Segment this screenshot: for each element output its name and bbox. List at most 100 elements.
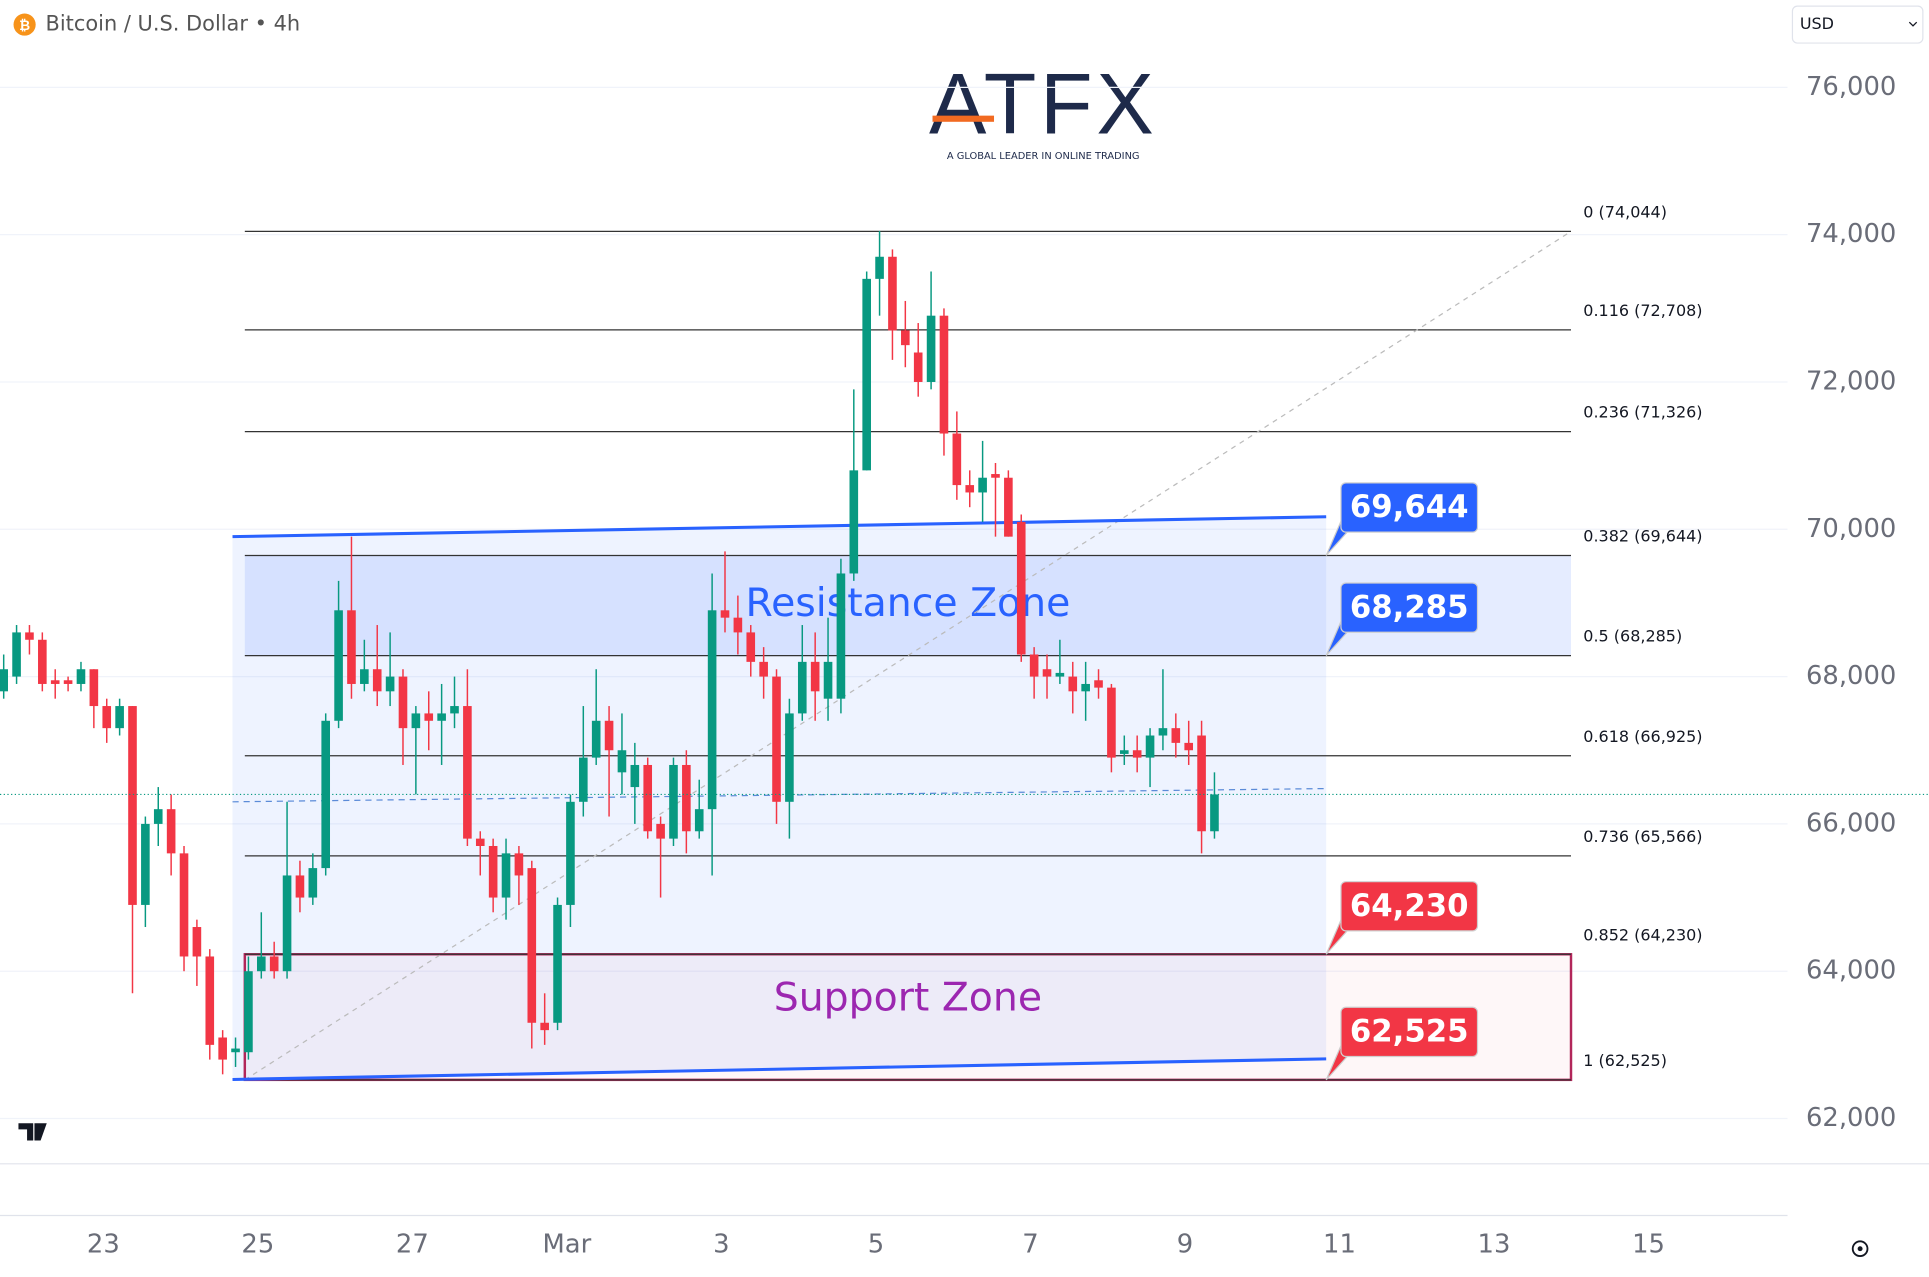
candle-body [38,639,47,684]
candle-body [205,956,215,1045]
bitcoin-icon-glyph: ₿ [19,18,30,34]
candle-body [1107,687,1116,758]
candle [810,632,820,721]
candle [978,440,987,522]
candle [424,691,434,751]
candle [115,698,124,736]
candle-body [862,278,871,471]
currency-select[interactable] [1791,5,1924,44]
candle [334,580,343,729]
candle [282,801,292,979]
candle [1145,728,1155,788]
candle [566,794,575,928]
candle [579,706,588,817]
candle [1184,720,1194,765]
candle [218,1030,227,1075]
candle-body [579,757,588,802]
candle-body [1068,676,1078,692]
y-tick-label: 74,000 [1806,219,1896,249]
candle-body [1171,728,1181,743]
candle [656,816,665,898]
candle-body [1042,669,1052,677]
candle-body [810,661,820,692]
candle [591,669,601,765]
candle [153,787,163,846]
candle [772,669,781,824]
candle-body [1004,477,1013,537]
candle-body [707,610,717,810]
candle [1171,713,1181,758]
candle-body [1132,750,1142,758]
candle [141,816,150,928]
candle [347,536,356,699]
candle [991,462,1000,537]
settings-icon[interactable] [1851,1240,1869,1258]
candle [1004,470,1013,537]
currency-label[interactable]: USD [1800,14,1834,33]
candle-body [797,661,807,714]
candle [411,706,421,795]
candle-body [1158,728,1168,736]
candle [1029,647,1039,699]
candle-body [76,669,86,684]
candle [437,683,446,765]
candle-body [823,661,833,699]
x-tick-label: 5 [868,1230,884,1260]
candle-body [566,801,575,905]
candle [965,470,975,508]
candle-body [488,845,498,898]
candle-body [179,853,189,957]
logo-tagline: A GLOBAL LEADER IN ONLINE TRADING [947,151,1140,162]
x-tick-label: 3 [713,1230,729,1260]
candle [682,750,691,854]
candle [1068,661,1078,714]
candle [128,706,137,994]
candle [463,669,472,846]
candle [89,669,99,729]
price-badge [1340,582,1479,633]
candle-body [50,680,60,684]
candle-body [540,1022,549,1031]
candle [25,625,34,655]
candle-body [720,610,730,618]
candle-body [694,809,704,832]
candle [1042,654,1052,699]
channel-lower [232,1057,1327,1082]
candle-body [1055,672,1065,677]
candle-body [643,764,653,832]
candle-body [411,713,421,729]
candle-body [527,868,537,1023]
candle [205,949,215,1060]
candle-body [450,706,459,714]
fib-label: 0.382 (69,644) [1583,527,1702,546]
candle [450,676,459,729]
y-tick-label: 72,000 [1806,366,1896,396]
candle-body [463,706,472,839]
candle [604,706,614,817]
price-badge [1340,881,1479,932]
candle [514,845,524,905]
logo-accent [932,115,995,122]
fib-label: 0.736 (65,566) [1583,827,1702,846]
candle [256,912,266,979]
fib-label: 0.236 (71,326) [1583,403,1702,422]
candle [295,860,305,913]
candle [244,956,253,1060]
candle-body [1081,683,1090,692]
candle-body [875,256,884,279]
candle [1081,661,1090,721]
candle [1210,772,1219,839]
fib-label: 0.852 (64,230) [1583,925,1702,944]
candle-body [759,661,768,677]
candle [823,617,833,721]
candle [939,308,949,456]
candle [398,669,408,765]
candle-body [334,610,343,721]
candle-body [785,713,794,802]
candle [1197,720,1206,854]
candle-body [166,809,176,854]
candle [785,698,794,839]
candle [913,323,923,397]
